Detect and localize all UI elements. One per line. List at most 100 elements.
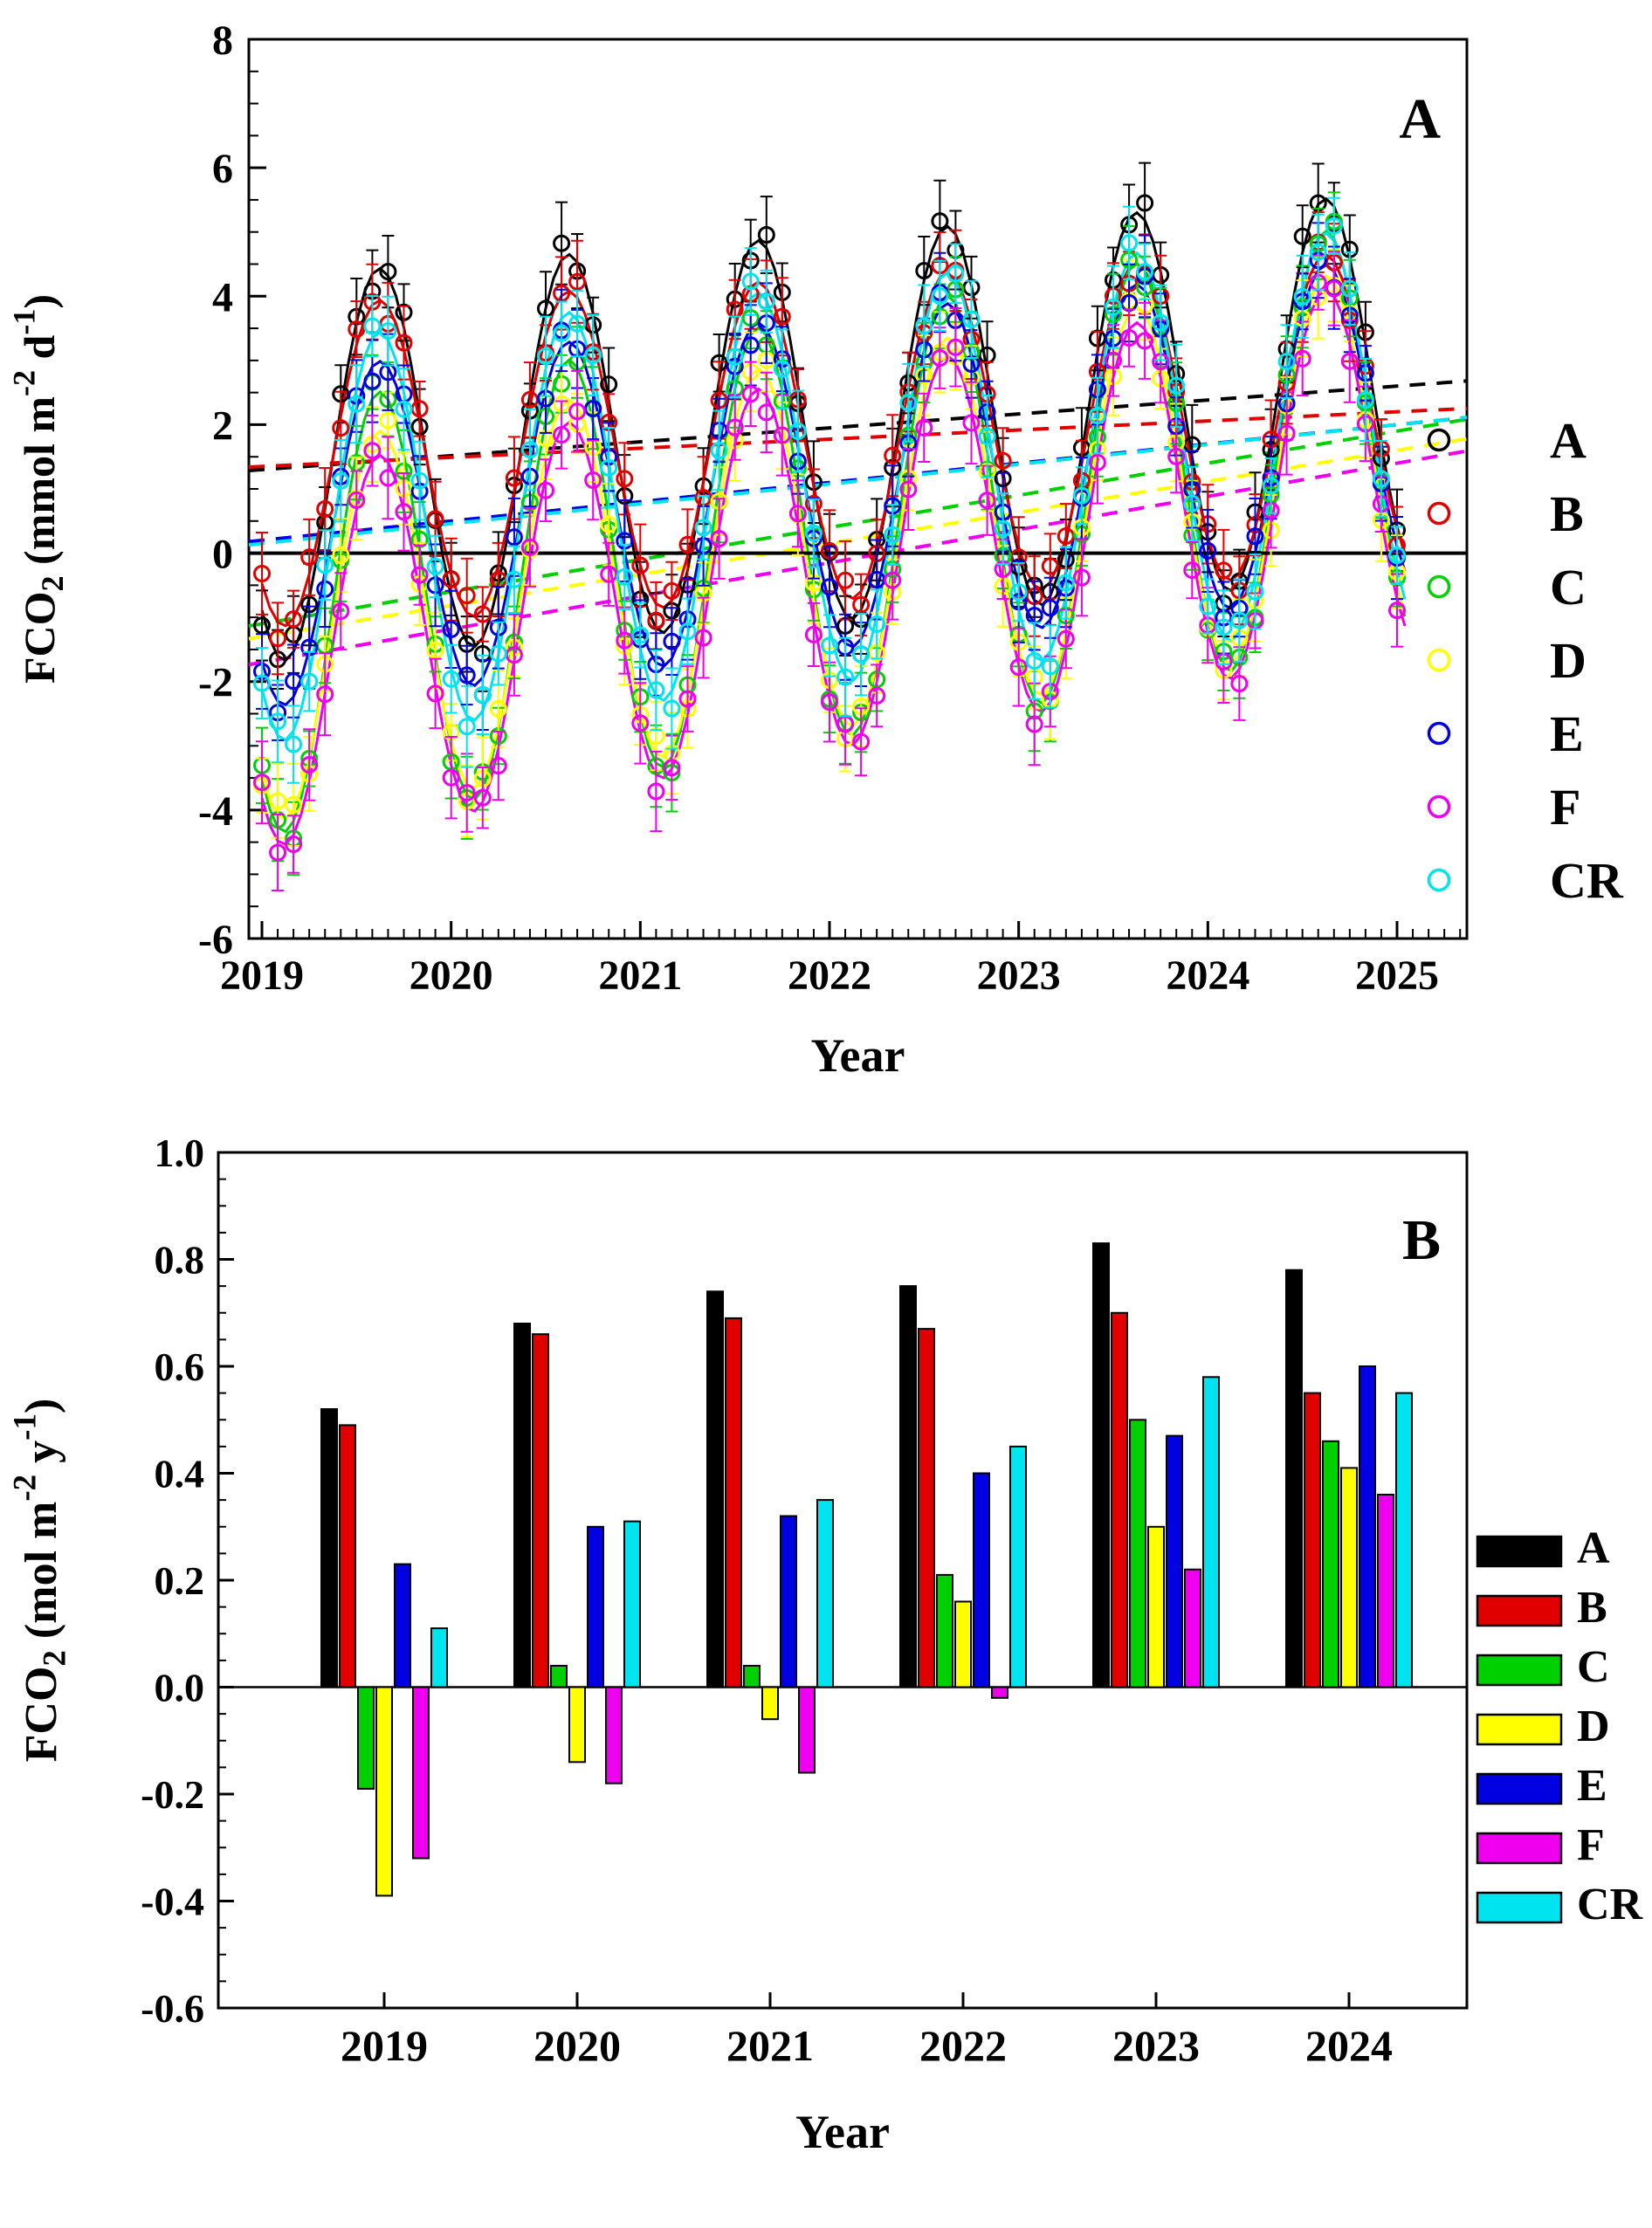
marker-CR [537, 347, 554, 366]
marker-F [520, 538, 539, 556]
bar-F-2020 [605, 1686, 623, 1784]
marker-CR [1041, 657, 1059, 676]
legend-b-label-A: A [1577, 1523, 1610, 1573]
x-tick-label: 2021 [598, 952, 682, 999]
trend-line-CR [248, 416, 1468, 547]
marker-F [694, 629, 712, 647]
panel-b-svg: 1.0 0.8 0.6 0.4 0.2 0.0 -0.2 -0.4 -0.6 2019 2020 20… [8, 1131, 1644, 2158]
bar-F-2019 [412, 1686, 430, 1860]
marker-F [568, 402, 587, 421]
bar-A-2021 [706, 1290, 724, 1688]
legend-a-label-C: C [1550, 559, 1587, 615]
bar-F-2024 [1377, 1494, 1394, 1688]
marker-CR [647, 681, 665, 699]
seasonal-curve-E [260, 263, 1407, 707]
marker-CR [332, 471, 350, 490]
bar-B-2022 [918, 1328, 935, 1688]
marker-CR [600, 458, 618, 477]
marker-E [1246, 527, 1264, 546]
x-tick-label: 2019 [220, 952, 304, 999]
marker-CR [757, 292, 775, 311]
marker-CR [553, 324, 571, 342]
marker-CR [269, 712, 287, 731]
axis-title-part: d [15, 334, 64, 370]
marker-D [269, 792, 287, 810]
marker-F [1009, 658, 1028, 677]
marker-CR [710, 442, 728, 459]
marker-D [379, 411, 397, 430]
marker-F [1057, 629, 1075, 648]
marker-CR [1325, 217, 1343, 235]
marker-CR [1136, 263, 1154, 281]
marker-F [726, 418, 744, 437]
marker-CR [1372, 470, 1390, 488]
y-tick-label: 1.0 [155, 1131, 205, 1175]
legend-b-label-C: C [1577, 1642, 1610, 1692]
marker-B [616, 470, 634, 488]
x-tick-label: 2024 [1166, 952, 1249, 999]
marker-CR [1105, 298, 1122, 316]
marker-CR [1340, 279, 1359, 298]
bar-A-2019 [320, 1408, 338, 1688]
axis-title-part: 2 [37, 1650, 72, 1667]
marker-CR [821, 636, 838, 655]
axis-title-part: -1 [7, 309, 42, 335]
marker-F [757, 403, 775, 422]
marker-F [1136, 332, 1154, 350]
marker-CR [442, 670, 460, 688]
marker-CR [1277, 353, 1296, 371]
y-tick-label: 0.6 [155, 1344, 205, 1389]
marker-F [553, 426, 571, 444]
error-bars-F [256, 251, 1403, 891]
marker-F [379, 469, 397, 487]
marker-D [285, 795, 303, 814]
marker-F [1167, 447, 1186, 465]
marker-B [426, 510, 444, 528]
x-axis-title: Year [811, 1029, 905, 1082]
marker-F [442, 768, 460, 787]
marker-B [458, 587, 476, 605]
marker-CR [915, 317, 933, 335]
marker-A [253, 616, 271, 635]
marker-CR [1057, 574, 1075, 592]
trend-line-E [248, 416, 1468, 544]
y-tick-label: -6 [198, 917, 233, 963]
marker-B [852, 595, 871, 614]
bar-E-2020 [587, 1525, 604, 1688]
marker-E [741, 336, 760, 354]
y-tick-label: 0.0 [155, 1666, 205, 1710]
marker-F [300, 756, 319, 774]
marker-F [741, 385, 760, 403]
axis-title-part: -2 [7, 370, 42, 396]
bar-F-2022 [991, 1686, 1008, 1699]
marker-F [710, 530, 728, 548]
marker-B [836, 571, 855, 589]
marker-CR [899, 394, 918, 412]
axis-title-part: y [17, 1441, 66, 1475]
bar-C-2024 [1322, 1440, 1339, 1688]
axis-title-part: ) [15, 294, 64, 309]
marker-CR [678, 622, 697, 641]
marker-F [600, 565, 618, 583]
bar-CR-2019 [430, 1627, 448, 1688]
marker-CR [568, 314, 587, 333]
bar-F-2021 [798, 1686, 816, 1774]
x-axis-title: Year [795, 2106, 890, 2158]
bar-E-2023 [1166, 1434, 1183, 1688]
legend-b-label-D: D [1577, 1702, 1610, 1751]
marker-A [1293, 227, 1311, 245]
bar-C-2022 [936, 1573, 953, 1688]
marker-F [915, 418, 933, 437]
marker-F [631, 714, 650, 732]
y-tick-label: -0.2 [141, 1772, 204, 1817]
legend-a-marker-F [1427, 794, 1451, 819]
legend-a-marker-CR [1427, 868, 1451, 892]
marker-CR [741, 272, 760, 291]
marker-CR [978, 427, 996, 445]
axis-title-part: FCO [15, 591, 64, 684]
marker-F [616, 631, 634, 650]
marker-A [757, 226, 775, 244]
marker-B [285, 610, 303, 629]
marker-CR [410, 471, 429, 490]
marker-CR [946, 265, 965, 283]
